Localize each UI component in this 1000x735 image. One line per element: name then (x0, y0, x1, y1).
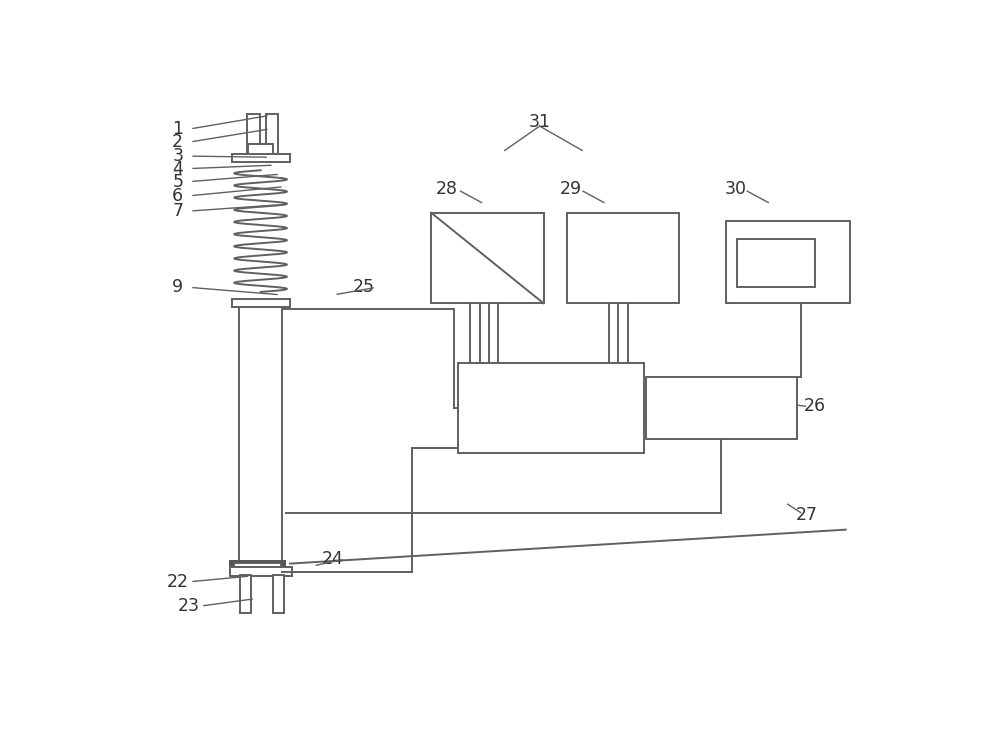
Bar (431, 212, 544, 304)
Bar (248, 144, 273, 154)
Text: 22: 22 (167, 573, 189, 591)
Text: 3: 3 (172, 147, 183, 165)
Text: 9: 9 (172, 279, 183, 296)
Bar (230, 562, 285, 570)
Text: 30: 30 (725, 180, 747, 198)
Text: 29: 29 (560, 180, 582, 198)
Text: 28: 28 (436, 180, 458, 198)
Text: 24: 24 (322, 550, 344, 568)
Text: 6: 6 (172, 187, 183, 205)
Bar (266, 114, 278, 159)
Bar (234, 563, 281, 567)
Bar (230, 567, 292, 576)
Bar (726, 221, 850, 304)
Text: 2: 2 (172, 133, 183, 151)
Bar (567, 212, 679, 304)
Text: 27: 27 (796, 506, 818, 525)
Text: 7: 7 (172, 202, 183, 220)
Bar (737, 240, 815, 287)
Bar (240, 575, 251, 614)
Text: 1: 1 (172, 120, 183, 138)
Bar (247, 114, 260, 159)
Text: 5: 5 (172, 173, 183, 190)
Bar (239, 306, 282, 567)
Bar (458, 362, 644, 453)
Bar (232, 154, 290, 162)
Text: 25: 25 (353, 279, 375, 296)
Bar (232, 299, 290, 306)
Text: 23: 23 (178, 597, 200, 615)
Text: 26: 26 (804, 397, 826, 415)
Bar (273, 575, 284, 614)
Text: 4: 4 (172, 159, 183, 178)
Text: 31: 31 (529, 113, 551, 131)
Bar (646, 377, 797, 439)
